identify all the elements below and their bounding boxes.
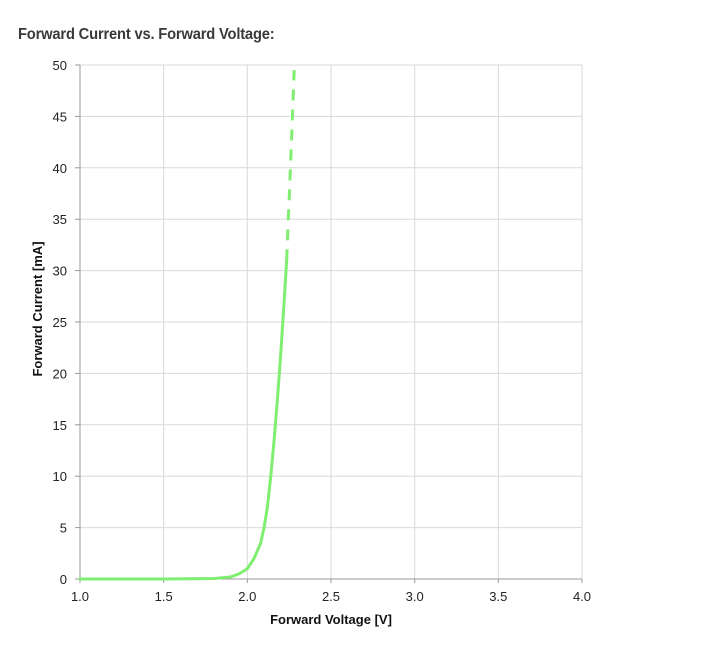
y-tick-label: 30 xyxy=(53,264,67,279)
x-axis-title: Forward Voltage [V] xyxy=(270,612,392,627)
y-tick-label: 40 xyxy=(53,161,67,176)
y-tick-label: 10 xyxy=(53,469,67,484)
y-tick-label: 20 xyxy=(53,366,67,381)
x-tick-label: 1.0 xyxy=(71,589,89,604)
x-tick-label: 3.0 xyxy=(406,589,424,604)
chart-title: Forward Current vs. Forward Voltage: xyxy=(18,26,275,43)
x-tick-label: 2.0 xyxy=(238,589,256,604)
y-tick-label: 0 xyxy=(60,572,67,587)
x-tick-label: 3.5 xyxy=(489,589,507,604)
x-tick-label: 1.5 xyxy=(155,589,173,604)
y-tick-label: 35 xyxy=(53,212,67,227)
x-tick-label: 2.5 xyxy=(322,589,340,604)
y-tick-label: 15 xyxy=(53,418,67,433)
series-line-solid xyxy=(78,258,289,581)
y-tick-label: 50 xyxy=(53,58,67,73)
y-axis-title: Forward Current [mA] xyxy=(30,241,45,376)
x-tick-label: 4.0 xyxy=(573,589,591,604)
y-tick-label: 25 xyxy=(53,315,67,330)
series-line-dashed xyxy=(285,70,296,261)
y-tick-label: 5 xyxy=(60,521,67,536)
y-tick-label: 45 xyxy=(53,109,67,124)
